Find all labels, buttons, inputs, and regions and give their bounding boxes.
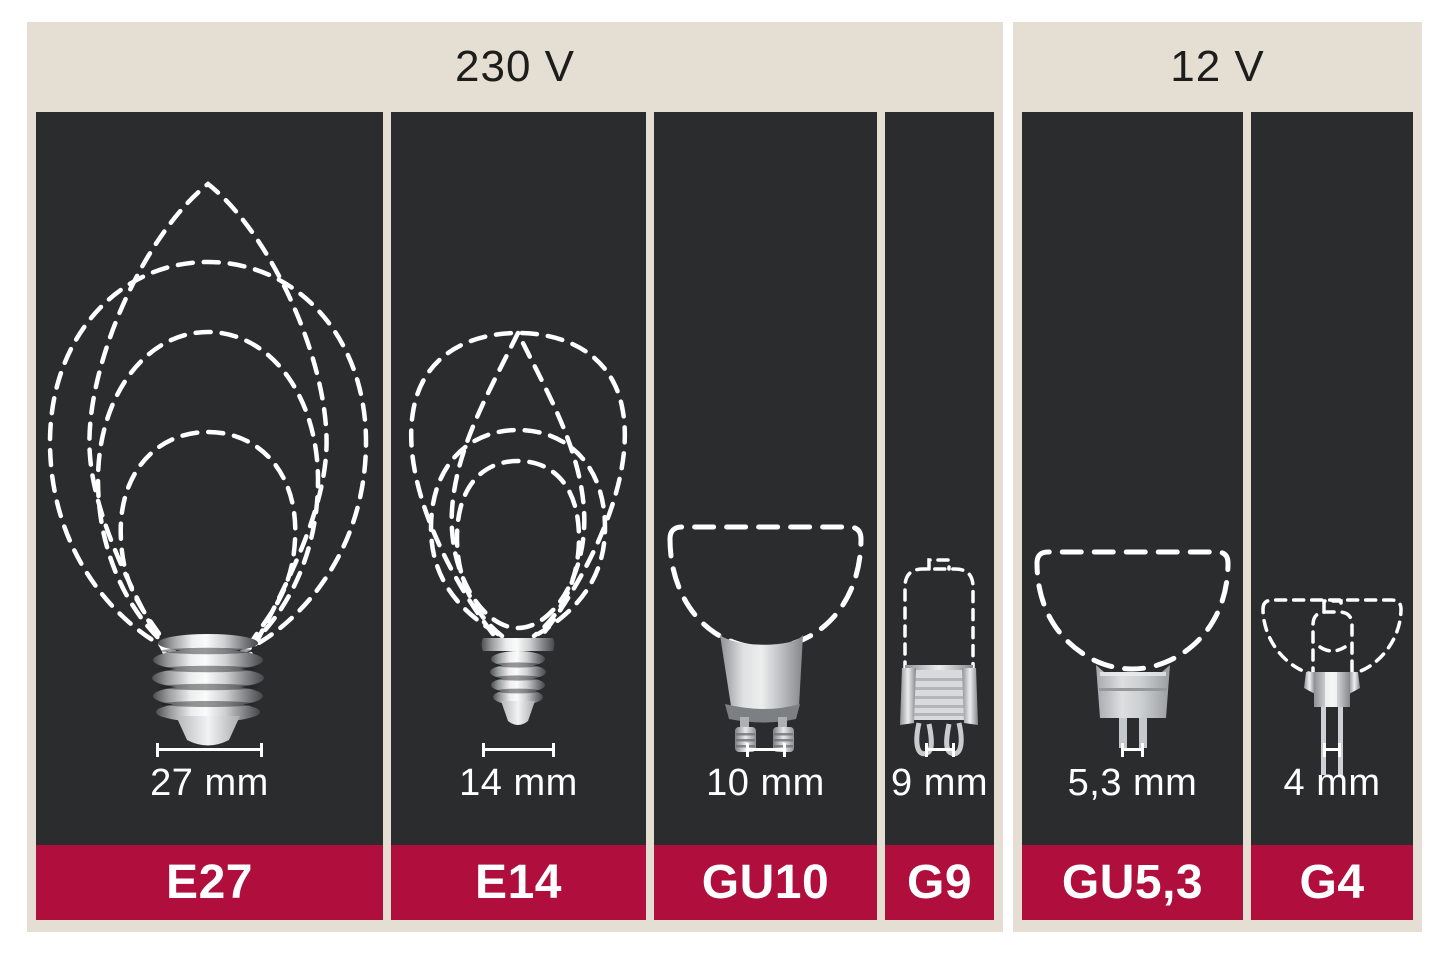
socket-name-g9: G9 (906, 856, 973, 909)
diameter-label-g4: 4 mm (1283, 762, 1381, 804)
bulb-shape-outlines-e27 (47, 181, 369, 660)
e27-measure: 27 mm (36, 743, 383, 802)
voltage-group-230v: 230 V (27, 22, 1003, 932)
diameter-label-gu10: 10 mm (706, 762, 825, 804)
voltage-group-12v: 12 V (1013, 22, 1422, 932)
g9-base-icon (900, 665, 978, 757)
socket-label-bar-gu10: GU10 (654, 845, 877, 920)
diameter-label-gu53: 5,3 mm (1067, 762, 1198, 804)
e27-illustration (47, 181, 369, 746)
socket-panels-230v: 27 mm E27 (27, 112, 1003, 920)
socket-name-e27: E27 (166, 856, 253, 909)
diameter-label-g9: 9 mm (891, 762, 988, 804)
measure-bracket-gu10 (745, 743, 786, 757)
socket-panel-e27: 27 mm E27 (36, 112, 383, 920)
socket-label-bar-g4: G4 (1251, 845, 1413, 920)
capsule-outline-g9 (903, 558, 975, 674)
g4-illustration (1261, 598, 1403, 775)
socket-panel-gu53: 5,3 mm GU5,3 (1022, 112, 1243, 920)
gu10-measure: 10 mm (654, 743, 877, 802)
g4-measure: 4 mm (1251, 743, 1413, 802)
socket-panels-12v: 5,3 mm GU5,3 (1013, 112, 1422, 920)
measure-bracket-e14 (482, 743, 555, 757)
g9-measure: 9 mm (885, 743, 994, 802)
socket-name-gu10: GU10 (701, 856, 830, 909)
diameter-label-e14: 14 mm (459, 762, 578, 804)
measure-bracket-g9 (924, 743, 955, 757)
socket-label-bar-e27: E27 (36, 845, 383, 920)
reflector-and-capsule-outlines-g4 (1261, 598, 1403, 680)
measure-bracket-e27 (156, 743, 263, 757)
reflector-outline-gu10 (667, 524, 864, 651)
gu53-base-icon (1096, 665, 1170, 748)
e27-screw-base-icon (152, 634, 264, 746)
reflector-outline-gu53 (1034, 549, 1231, 672)
gu10-illustration (667, 524, 864, 752)
socket-label-bar-e14: E14 (391, 845, 646, 920)
voltage-header-12v: 12 V (1170, 42, 1265, 91)
e14-measure: 14 mm (391, 743, 646, 802)
gu10-base-icon (720, 635, 803, 752)
g9-illustration (900, 558, 978, 757)
e14-illustration (409, 330, 627, 725)
voltage-header-230v: 230 V (455, 42, 575, 91)
socket-panel-g9: 9 mm G9 (885, 112, 994, 920)
socket-name-g4: G4 (1299, 856, 1365, 909)
bulb-shape-outlines-e14 (409, 330, 627, 639)
socket-label-bar-gu53: GU5,3 (1022, 845, 1243, 920)
socket-panel-g4: 4 mm G4 (1251, 112, 1413, 920)
socket-panel-gu10: 10 mm GU10 (654, 112, 877, 920)
measure-bracket-gu53 (1121, 743, 1144, 757)
socket-label-bar-g9: G9 (885, 845, 994, 920)
socket-name-gu53: GU5,3 (1061, 856, 1204, 909)
diameter-label-e27: 27 mm (150, 762, 269, 804)
measure-bracket-g4 (1323, 743, 1341, 757)
socket-name-e14: E14 (475, 856, 562, 909)
gu53-illustration (1034, 549, 1231, 748)
g4-base-icon (1304, 672, 1360, 775)
e14-screw-base-icon (481, 638, 555, 725)
gu53-measure: 5,3 mm (1022, 743, 1243, 802)
socket-panel-e14: 14 mm E14 (391, 112, 646, 920)
